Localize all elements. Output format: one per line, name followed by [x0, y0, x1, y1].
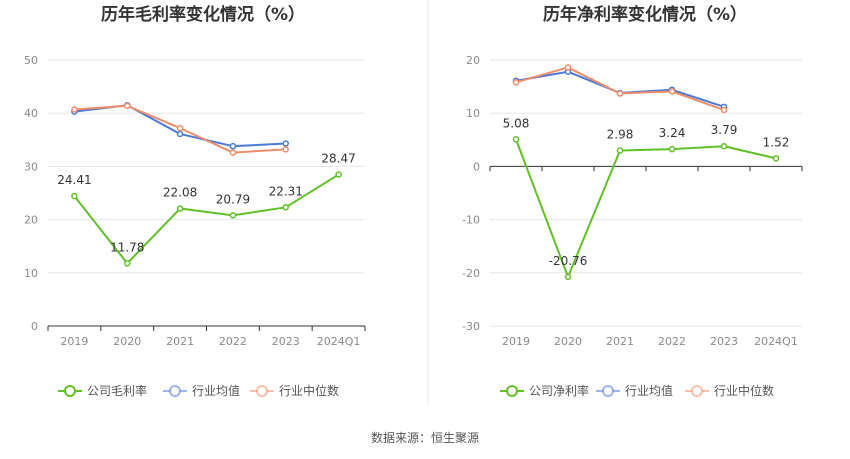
y-tick-label: 0 [473, 160, 480, 173]
legend-label: 行业均值 [625, 383, 673, 398]
chart-title: 历年净利率变化情况（%） [543, 4, 747, 25]
y-tick-label: -30 [462, 320, 480, 333]
data-point-industry_median[interactable] [668, 88, 676, 95]
x-tick-label: 2021 [606, 335, 634, 348]
series-line-industry_avg [515, 70, 725, 108]
data-point-company[interactable] [564, 273, 572, 281]
data-point-company[interactable] [512, 136, 520, 143]
data-point-company[interactable] [71, 192, 78, 200]
data-label: 5.08 [503, 116, 530, 130]
data-point-company[interactable] [668, 145, 676, 153]
data-point-industry_median[interactable] [176, 124, 184, 132]
data-point-company[interactable] [772, 155, 780, 162]
legend-label: 公司净利率 [529, 383, 589, 398]
legend-marker [256, 385, 268, 397]
data-label: 11.78 [110, 240, 144, 254]
data-point-industry_avg[interactable] [282, 140, 289, 147]
y-tick-label: -20 [462, 267, 480, 280]
data-point-industry_median[interactable] [229, 149, 237, 156]
y-tick-label: 40 [24, 107, 38, 120]
legend-label: 行业均值 [192, 383, 240, 398]
data-point-industry_median[interactable] [720, 106, 728, 114]
data-point-company[interactable] [124, 260, 131, 267]
x-tick-label: 2024Q1 [754, 335, 798, 348]
data-point-industry_median[interactable] [616, 90, 624, 97]
data-label: 3.79 [711, 123, 738, 137]
y-tick-label: 20 [466, 54, 480, 67]
data-label: 3.24 [659, 126, 686, 140]
source-note: 数据来源：恒生聚源 [371, 430, 479, 445]
x-tick-label: 2022 [219, 335, 247, 348]
series-line-industry_median [515, 66, 725, 111]
data-point-company[interactable] [282, 204, 289, 211]
data-point-company[interactable] [229, 212, 237, 219]
data-point-industry_avg[interactable] [176, 130, 184, 138]
data-label: -20.76 [549, 254, 588, 268]
x-tick-label: 2021 [166, 335, 194, 348]
x-tick-label: 2020 [113, 335, 141, 348]
data-label: 2.98 [607, 128, 634, 142]
legend-label: 公司毛利率 [87, 383, 147, 398]
y-tick-label: 20 [24, 214, 38, 227]
x-tick-label: 2019 [502, 335, 530, 348]
data-point-company[interactable] [335, 171, 342, 178]
legend-marker [64, 385, 76, 397]
data-point-industry_median[interactable] [124, 102, 131, 110]
x-tick-label: 2023 [272, 335, 300, 348]
data-point-industry_avg[interactable] [229, 142, 237, 150]
data-point-industry_median[interactable] [512, 79, 520, 86]
x-tick-label: 2023 [710, 335, 738, 348]
legend-marker [169, 385, 181, 397]
x-tick-label: 2022 [658, 335, 686, 348]
data-label: 22.08 [163, 186, 197, 200]
net-margin-chart: 历年净利率变化情况（%） -30 -20 -10 0 10 20 2019 2020 2021 20… [462, 4, 803, 398]
series-line-company [73, 173, 340, 265]
legend-label: 行业中位数 [714, 383, 774, 398]
y-tick-label: 10 [466, 107, 480, 120]
legend-item-industry_avg[interactable]: 行业均值 [596, 383, 673, 398]
gross-margin-chart: 历年毛利率变化情况（%） 0 10 20 30 40 50 2019 2020 2021 2022 2… [24, 4, 366, 398]
data-label: 20.79 [216, 192, 250, 206]
data-label: 1.52 [763, 135, 790, 149]
data-point-industry_median[interactable] [71, 106, 78, 113]
legend-marker [506, 385, 518, 397]
legend-marker [691, 385, 703, 397]
y-tick-label: 10 [24, 267, 38, 280]
y-tick-label: 30 [24, 160, 38, 173]
data-point-company[interactable] [176, 205, 184, 212]
data-point-company[interactable] [616, 147, 624, 154]
y-tick-label: 0 [31, 320, 38, 333]
x-tick-label: 2019 [60, 335, 88, 348]
legend-item-industry_median[interactable]: 行业中位数 [685, 383, 774, 398]
legend-label: 行业中位数 [279, 383, 339, 398]
x-tick-label: 2024Q1 [317, 335, 361, 348]
chart-title: 历年毛利率变化情况（%） [101, 4, 305, 25]
data-label: 28.47 [321, 152, 355, 166]
legend-item-company[interactable]: 公司毛利率 [58, 383, 147, 398]
legend-item-industry_median[interactable]: 行业中位数 [250, 383, 339, 398]
y-tick-label: -10 [462, 214, 480, 227]
data-label: 22.31 [269, 184, 303, 198]
series-line-company [515, 139, 777, 278]
y-tick-label: 50 [24, 54, 38, 67]
legend-item-industry_avg[interactable]: 行业均值 [163, 383, 240, 398]
data-point-industry_median[interactable] [564, 64, 572, 71]
data-label: 24.41 [57, 173, 91, 187]
x-tick-label: 2020 [554, 335, 582, 348]
data-point-company[interactable] [720, 142, 728, 150]
data-point-industry_median[interactable] [282, 146, 289, 153]
legend-marker [602, 385, 614, 397]
legend-item-company[interactable]: 公司净利率 [500, 383, 589, 398]
